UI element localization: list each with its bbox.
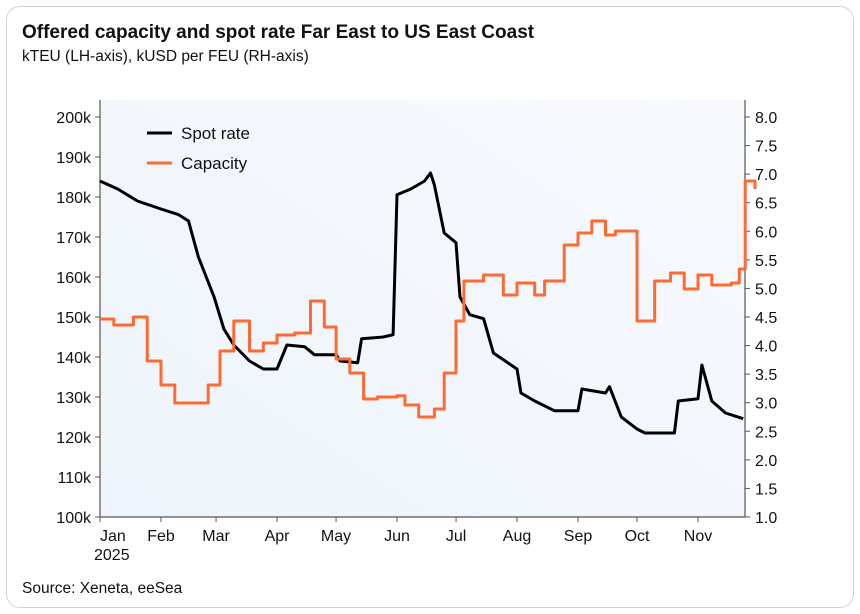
- chart-source: Source: Xeneta, eeSea: [22, 580, 183, 597]
- left-tick-label: 190k: [56, 150, 92, 167]
- right-tick-label: 6.0: [755, 224, 777, 241]
- x-tick-label: Aug: [503, 528, 531, 545]
- left-tick-label: 180k: [56, 190, 92, 207]
- right-tick-label: 4.0: [755, 339, 777, 356]
- left-tick-label: 130k: [56, 390, 92, 407]
- left-tick-label: 100k: [56, 510, 92, 527]
- left-tick-label: 140k: [56, 350, 92, 367]
- x-year-label: 2025: [94, 547, 130, 564]
- x-tick-label: Apr: [265, 528, 291, 545]
- x-tick-label: Sep: [564, 528, 593, 545]
- right-tick-label: 7.0: [755, 167, 777, 184]
- chart-subtitle: kTEU (LH-axis), kUSD per FEU (RH-axis): [22, 48, 309, 65]
- left-tick-label: 200k: [56, 110, 92, 127]
- right-tick-label: 8.0: [755, 110, 777, 127]
- right-tick-label: 6.5: [755, 196, 777, 213]
- x-tick-label: Feb: [147, 528, 175, 545]
- right-tick-label: 5.0: [755, 281, 777, 298]
- x-tick-label: Jan: [100, 528, 126, 545]
- x-tick-label: Jul: [446, 528, 466, 545]
- legend: Spot rate Capacity: [147, 124, 250, 173]
- right-tick-label: 2.5: [755, 424, 777, 441]
- right-tick-label: 7.5: [755, 139, 777, 156]
- x-tick-label: Nov: [684, 528, 712, 545]
- left-tick-label: 120k: [56, 430, 92, 447]
- legend-label: Spot rate: [181, 124, 250, 143]
- left-tick-label: 150k: [56, 310, 92, 327]
- series-line-capacity: [100, 179, 757, 419]
- right-tick-label: 1.0: [755, 510, 777, 527]
- series-line-spot-rate: [99, 171, 744, 435]
- right-tick-label: 3.5: [755, 367, 777, 384]
- left-tick-label: 160k: [56, 270, 92, 287]
- legend-label: Capacity: [181, 154, 248, 173]
- x-tick-label: Jun: [384, 528, 410, 545]
- x-tick-label: May: [321, 528, 351, 545]
- right-tick-label: 2.0: [755, 453, 777, 470]
- right-tick-label: 5.5: [755, 253, 777, 270]
- left-tick-label: 110k: [57, 470, 92, 487]
- x-tick-label: Oct: [625, 528, 650, 545]
- right-tick-label: 1.5: [755, 481, 777, 498]
- right-tick-label: 3.0: [755, 396, 777, 413]
- x-tick-label: Mar: [202, 528, 230, 545]
- right-tick-label: 4.5: [755, 310, 777, 327]
- left-tick-label: 170k: [56, 230, 92, 247]
- chart-title: Offered capacity and spot rate Far East …: [22, 22, 535, 43]
